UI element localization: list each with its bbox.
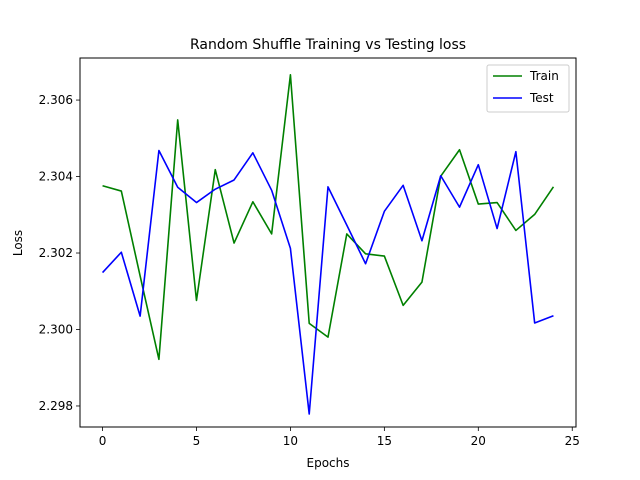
legend: Train Test	[486, 64, 570, 113]
y-tick-label: 2.300	[39, 322, 73, 336]
x-tick-label: 25	[565, 434, 580, 448]
legend-label-test: Test	[529, 91, 554, 105]
y-tick-label: 2.304	[39, 170, 73, 184]
series-line-train	[102, 74, 555, 361]
x-tick-label: 15	[377, 434, 392, 448]
series-layer	[101, 74, 555, 415]
y-axis-label: Loss	[11, 230, 25, 256]
legend-label-train: Train	[529, 69, 559, 83]
x-tick-label: 10	[283, 434, 298, 448]
chart-title: Random Shuffle Training vs Testing loss	[190, 37, 466, 53]
x-axis: 0 5 10 15 20 25	[99, 427, 580, 448]
x-tick-label: 20	[471, 434, 486, 448]
plot-frame	[79, 57, 577, 428]
series-line-test	[101, 149, 554, 415]
x-tick-label: 5	[193, 434, 201, 448]
y-tick-label: 2.298	[39, 399, 73, 413]
y-axis: 2.298 2.300 2.302 2.304 2.306	[39, 93, 80, 413]
x-axis-label: Epochs	[307, 456, 350, 470]
y-tick-label: 2.302	[39, 246, 73, 260]
x-tick-label: 0	[99, 434, 107, 448]
y-tick-label: 2.306	[39, 93, 73, 107]
